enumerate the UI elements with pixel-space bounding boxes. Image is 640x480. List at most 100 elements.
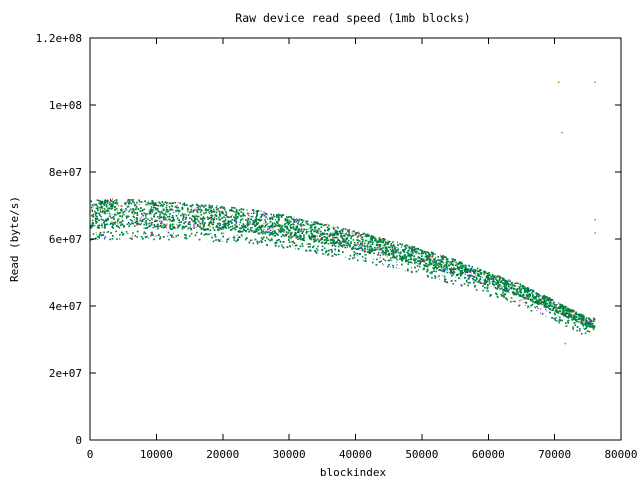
data-point: [172, 217, 175, 220]
data-point: [404, 248, 406, 251]
data-point: [297, 227, 299, 229]
data-point: [566, 310, 568, 313]
data-point: [392, 251, 395, 254]
data-point: [382, 245, 384, 247]
data-point: [440, 260, 443, 263]
data-point: [302, 224, 304, 226]
data-point: [242, 212, 244, 214]
data-point: [180, 221, 183, 223]
data-point: [347, 242, 349, 245]
data-point: [523, 301, 525, 303]
data-point: [225, 227, 227, 229]
data-point: [234, 228, 237, 231]
data-point: [496, 276, 498, 278]
data-point: [207, 228, 210, 231]
data-point: [501, 287, 503, 290]
data-point: [502, 294, 505, 296]
data-point: [504, 287, 506, 290]
data-point: [164, 218, 167, 221]
data-point: [281, 230, 283, 233]
data-point: [279, 231, 282, 234]
data-point: [290, 216, 292, 218]
data-point: [147, 201, 149, 203]
data-point: [258, 219, 259, 221]
data-point: [278, 216, 280, 219]
data-point: [228, 220, 230, 222]
data-point: [473, 269, 475, 271]
data-point: [379, 241, 382, 243]
data-point: [98, 234, 100, 236]
data-point: [416, 265, 419, 267]
data-point: [267, 228, 269, 230]
data-point: [168, 215, 171, 218]
data-point: [451, 262, 453, 265]
data-point: [527, 298, 529, 300]
data-point: [392, 264, 394, 267]
data-point: [428, 255, 431, 258]
data-point: [273, 225, 276, 228]
data-point: [207, 233, 210, 236]
data-point: [517, 291, 518, 293]
data-point: [552, 303, 555, 305]
data-point: [126, 200, 128, 202]
data-point: [496, 296, 499, 298]
data-point: [536, 300, 538, 302]
data-point: [182, 216, 185, 218]
data-point: [334, 241, 336, 244]
data-point: [211, 211, 213, 214]
data-point: [268, 227, 271, 230]
data-point: [282, 214, 285, 216]
data-point: [292, 240, 294, 243]
data-point: [311, 239, 313, 241]
data-point: [251, 239, 253, 241]
data-point: [103, 212, 106, 214]
data-point: [321, 237, 323, 239]
data-point: [211, 205, 213, 207]
data-point: [575, 313, 578, 316]
data-point: [231, 206, 234, 209]
data-point: [380, 239, 383, 241]
data-point: [235, 224, 237, 226]
data-point: [108, 208, 110, 210]
data-point: [553, 301, 555, 304]
data-point: [453, 261, 455, 263]
data-point: [259, 213, 261, 215]
data-point: [340, 242, 342, 245]
data-point: [137, 222, 139, 225]
data-point: [321, 249, 324, 251]
data-point: [551, 299, 554, 301]
data-point: [150, 203, 152, 205]
data-point: [546, 296, 548, 298]
data-point: [220, 238, 222, 240]
data-point: [334, 250, 336, 252]
data-point: [328, 224, 330, 227]
data-point: [520, 291, 522, 294]
data-point: [493, 281, 495, 283]
data-point: [276, 221, 278, 223]
data-point: [101, 201, 104, 203]
data-point: [235, 218, 238, 220]
data-point: [146, 223, 148, 225]
data-point: [437, 276, 439, 278]
data-point: [189, 212, 191, 214]
data-point: [136, 217, 138, 219]
data-point: [357, 243, 358, 245]
data-point: [132, 208, 134, 210]
data-point: [322, 253, 324, 255]
data-point: [185, 225, 188, 227]
data-point: [553, 307, 555, 309]
data-point: [371, 235, 373, 237]
data-point: [479, 275, 482, 278]
data-point: [208, 217, 211, 219]
data-point: [106, 232, 108, 234]
data-point: [134, 204, 137, 206]
data-point: [509, 280, 511, 282]
data-point: [471, 275, 474, 277]
data-point: [356, 248, 359, 250]
data-point: [188, 211, 190, 213]
data-point: [138, 204, 140, 206]
data-point: [282, 241, 285, 243]
data-point: [101, 227, 103, 229]
data-point: [122, 211, 124, 214]
data-point: [264, 226, 266, 228]
